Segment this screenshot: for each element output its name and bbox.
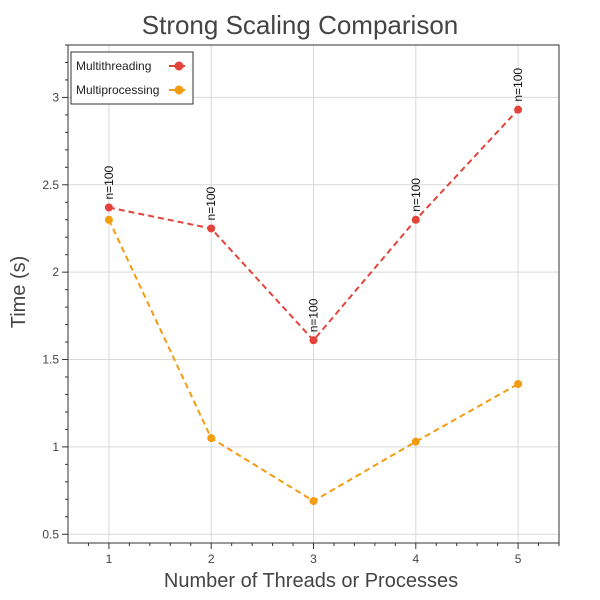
series-lines: [104, 105, 523, 506]
data-annotations: n=100 n=100 n=100 n=100 n=100: [102, 68, 525, 333]
multithreading-point: [104, 203, 113, 212]
x-tick-label: 3: [310, 552, 317, 566]
legend-label-multiprocessing: Multiprocessing: [76, 83, 159, 97]
y-tick-label: 3: [52, 90, 59, 104]
x-tick-label: 2: [208, 552, 215, 566]
axis-ticks: 1 2 3 4 5 0.5 1 1.5 2 2.5 3: [42, 44, 560, 566]
multithreading-annotation: n=100: [102, 165, 116, 199]
y-tick-label: 2: [52, 265, 59, 279]
multiprocessing-point: [309, 497, 318, 506]
x-tick-label: 5: [515, 552, 522, 566]
y-tick-label: 1: [52, 440, 59, 454]
legend-marker-multiprocessing: [174, 85, 184, 95]
legend-box: [70, 51, 194, 105]
multiprocessing-point: [411, 437, 420, 446]
multiprocessing-point: [514, 379, 523, 388]
y-tick-label: 1.5: [42, 353, 59, 367]
grid-lines: [68, 45, 559, 543]
multiprocessing-point: [207, 434, 216, 443]
multithreading-annotation: n=100: [409, 178, 423, 212]
legend-marker-multithreading: [174, 61, 184, 71]
multithreading-point: [309, 336, 318, 345]
multithreading-point: [207, 224, 216, 233]
legend-label-multithreading: Multithreading: [76, 59, 151, 73]
x-axis-label: Number of Threads or Processes: [164, 570, 458, 592]
x-tick-label: 4: [412, 552, 419, 566]
y-axis-label: Time (s): [8, 256, 30, 329]
chart-title: Strong Scaling Comparison: [142, 10, 459, 40]
multiprocessing-point: [104, 215, 113, 224]
y-tick-label: 0.5: [42, 527, 59, 541]
legend: Multithreading Multiprocessing: [70, 51, 194, 105]
multithreading-annotation: n=100: [204, 186, 218, 220]
multithreading-point: [411, 215, 420, 224]
y-tick-label: 2.5: [42, 178, 59, 192]
multithreading-annotation: n=100: [511, 68, 525, 102]
multithreading-point: [514, 105, 523, 114]
x-tick-label: 1: [106, 552, 113, 566]
multithreading-annotation: n=100: [307, 298, 321, 332]
